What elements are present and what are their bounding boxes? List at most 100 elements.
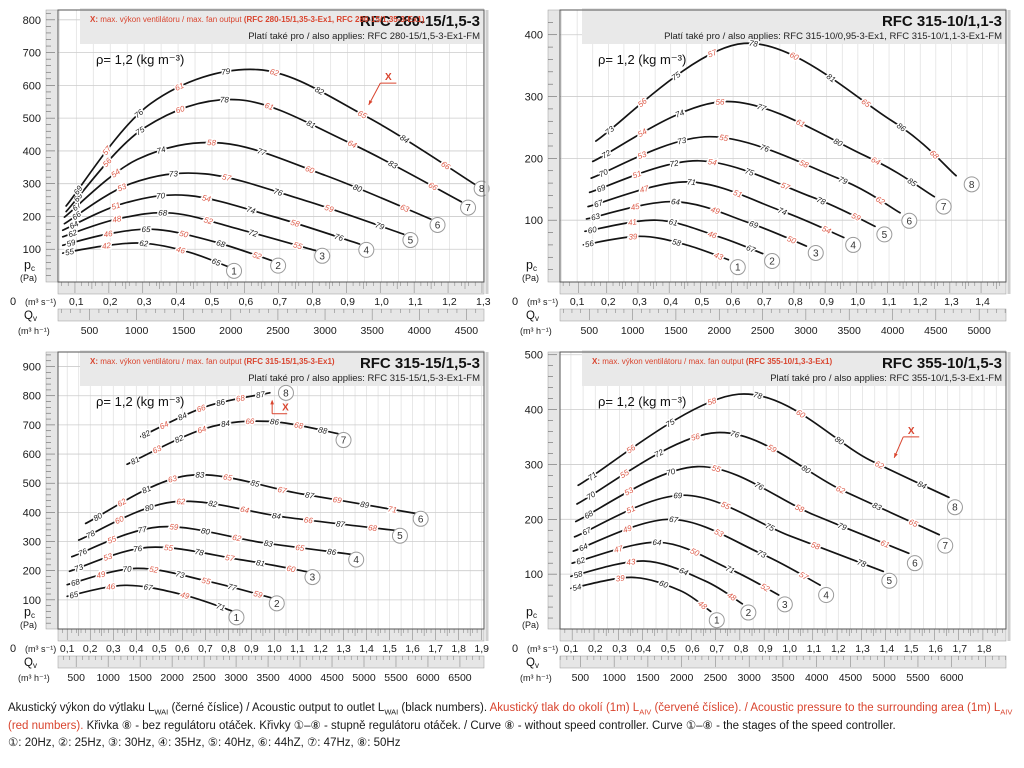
svg-text:76: 76	[133, 544, 144, 554]
svg-text:6: 6	[912, 559, 918, 570]
svg-text:1,8: 1,8	[451, 643, 466, 655]
svg-text:Platí také pro / also applies:: Platí také pro / also applies: RFC 315-1…	[248, 373, 480, 384]
svg-text:RFC 315-10/1,1-3: RFC 315-10/1,1-3	[882, 13, 1002, 30]
svg-text:400: 400	[23, 507, 41, 519]
svg-text:6000: 6000	[940, 672, 964, 684]
svg-text:8: 8	[969, 180, 975, 191]
svg-text:1,6: 1,6	[928, 643, 943, 655]
svg-text:Platí také pro / also applies:: Platí také pro / also applies: RFC 315-1…	[664, 31, 1002, 42]
svg-text:2000: 2000	[670, 672, 694, 684]
svg-text:6000: 6000	[416, 672, 440, 684]
svg-text:500: 500	[581, 325, 599, 337]
caption-frequency-list: ①: 20Hz, ②: 25Hz, ③: 30Hz, ④: 35Hz, ⑤: 4…	[8, 737, 401, 750]
svg-text:0,7: 0,7	[709, 643, 724, 655]
svg-text:ρ= 1,2 (kg m⁻³): ρ= 1,2 (kg m⁻³)	[598, 52, 686, 67]
svg-text:60: 60	[286, 564, 297, 575]
chart-rfc-280-15: RFC 280-15/1,5-3 Platí také pro / also ap…	[4, 6, 498, 345]
svg-text:0,8: 0,8	[788, 296, 803, 308]
svg-text:Qv: Qv	[24, 657, 37, 670]
svg-text:5000: 5000	[873, 672, 897, 684]
svg-text:0,1: 0,1	[60, 643, 75, 655]
svg-text:100: 100	[23, 244, 41, 256]
svg-text:86: 86	[327, 547, 338, 557]
svg-text:73: 73	[169, 169, 179, 179]
svg-text:X: X	[385, 72, 392, 83]
svg-text:(m³ s⁻¹): (m³ s⁻¹)	[527, 297, 558, 307]
svg-text:0,1: 0,1	[570, 296, 585, 308]
svg-text:62: 62	[176, 497, 185, 506]
svg-text:82: 82	[208, 499, 219, 509]
svg-text:1500: 1500	[664, 325, 688, 337]
svg-text:300: 300	[525, 459, 543, 471]
svg-text:100: 100	[525, 215, 543, 227]
svg-text:0,9: 0,9	[758, 643, 773, 655]
svg-text:87: 87	[304, 490, 315, 500]
svg-text:64: 64	[652, 538, 662, 548]
svg-text:1,3: 1,3	[855, 643, 870, 655]
svg-text:68: 68	[235, 393, 246, 404]
svg-text:83: 83	[263, 539, 274, 549]
svg-text:200: 200	[525, 514, 543, 526]
svg-text:61: 61	[668, 217, 679, 228]
svg-text:0,1: 0,1	[564, 643, 579, 655]
svg-text:600: 600	[23, 80, 41, 92]
svg-text:0,6: 0,6	[726, 296, 741, 308]
svg-text:1,7: 1,7	[428, 643, 443, 655]
svg-text:3000: 3000	[737, 672, 761, 684]
svg-text:Qv: Qv	[526, 310, 539, 323]
svg-text:1,2: 1,2	[831, 643, 846, 655]
svg-text:83: 83	[195, 470, 205, 479]
svg-text:1,8: 1,8	[977, 643, 992, 655]
svg-text:500: 500	[572, 672, 590, 684]
svg-text:3500: 3500	[771, 672, 795, 684]
svg-text:55: 55	[719, 133, 730, 143]
svg-text:1,3: 1,3	[336, 643, 351, 655]
svg-text:1,0: 1,0	[267, 643, 282, 655]
svg-text:5: 5	[408, 236, 414, 247]
svg-text:RFC 315-15/1,5-3: RFC 315-15/1,5-3	[360, 355, 480, 372]
svg-text:4000: 4000	[805, 672, 829, 684]
svg-text:1,5: 1,5	[904, 643, 919, 655]
svg-text:1,4: 1,4	[975, 296, 990, 308]
svg-text:pc: pc	[24, 258, 35, 273]
svg-text:3: 3	[813, 248, 819, 259]
svg-text:1: 1	[735, 263, 741, 274]
svg-text:2: 2	[275, 261, 281, 272]
svg-text:67: 67	[669, 515, 679, 525]
svg-text:43: 43	[626, 557, 636, 567]
caption: Akustický výkon do výtlaku LWAI (černé č…	[8, 700, 1016, 752]
svg-text:0,3: 0,3	[137, 296, 152, 308]
svg-text:68: 68	[293, 420, 304, 431]
svg-text:100: 100	[525, 569, 543, 581]
svg-text:0,5: 0,5	[695, 296, 710, 308]
svg-text:87: 87	[255, 390, 266, 401]
svg-text:1,6: 1,6	[405, 643, 420, 655]
svg-text:ρ= 1,2 (kg m⁻³): ρ= 1,2 (kg m⁻³)	[96, 394, 184, 409]
svg-text:600: 600	[23, 449, 41, 461]
svg-text:Platí také pro / also applies:: Platí také pro / also applies: RFC 280-1…	[248, 31, 480, 42]
svg-text:7: 7	[465, 203, 471, 214]
svg-text:2500: 2500	[266, 325, 290, 337]
svg-text:62: 62	[231, 533, 242, 544]
svg-text:65: 65	[141, 225, 151, 234]
svg-text:55: 55	[164, 543, 174, 553]
svg-text:900: 900	[23, 362, 41, 374]
svg-text:200: 200	[23, 566, 41, 578]
svg-text:70: 70	[156, 191, 166, 201]
svg-text:200: 200	[23, 211, 41, 223]
svg-text:39: 39	[628, 232, 638, 242]
svg-text:0: 0	[512, 643, 518, 655]
svg-text:0,3: 0,3	[612, 643, 627, 655]
svg-text:ρ= 1,2 (kg m⁻³): ρ= 1,2 (kg m⁻³)	[96, 52, 184, 67]
svg-text:66: 66	[303, 515, 313, 525]
svg-text:2500: 2500	[704, 672, 728, 684]
svg-text:0,2: 0,2	[103, 296, 118, 308]
svg-text:800: 800	[23, 391, 41, 403]
svg-text:1000: 1000	[621, 325, 645, 337]
svg-text:8: 8	[283, 388, 289, 399]
svg-text:78: 78	[194, 547, 205, 558]
svg-text:55: 55	[64, 247, 75, 258]
svg-text:5: 5	[397, 531, 403, 542]
svg-text:1,2: 1,2	[913, 296, 928, 308]
